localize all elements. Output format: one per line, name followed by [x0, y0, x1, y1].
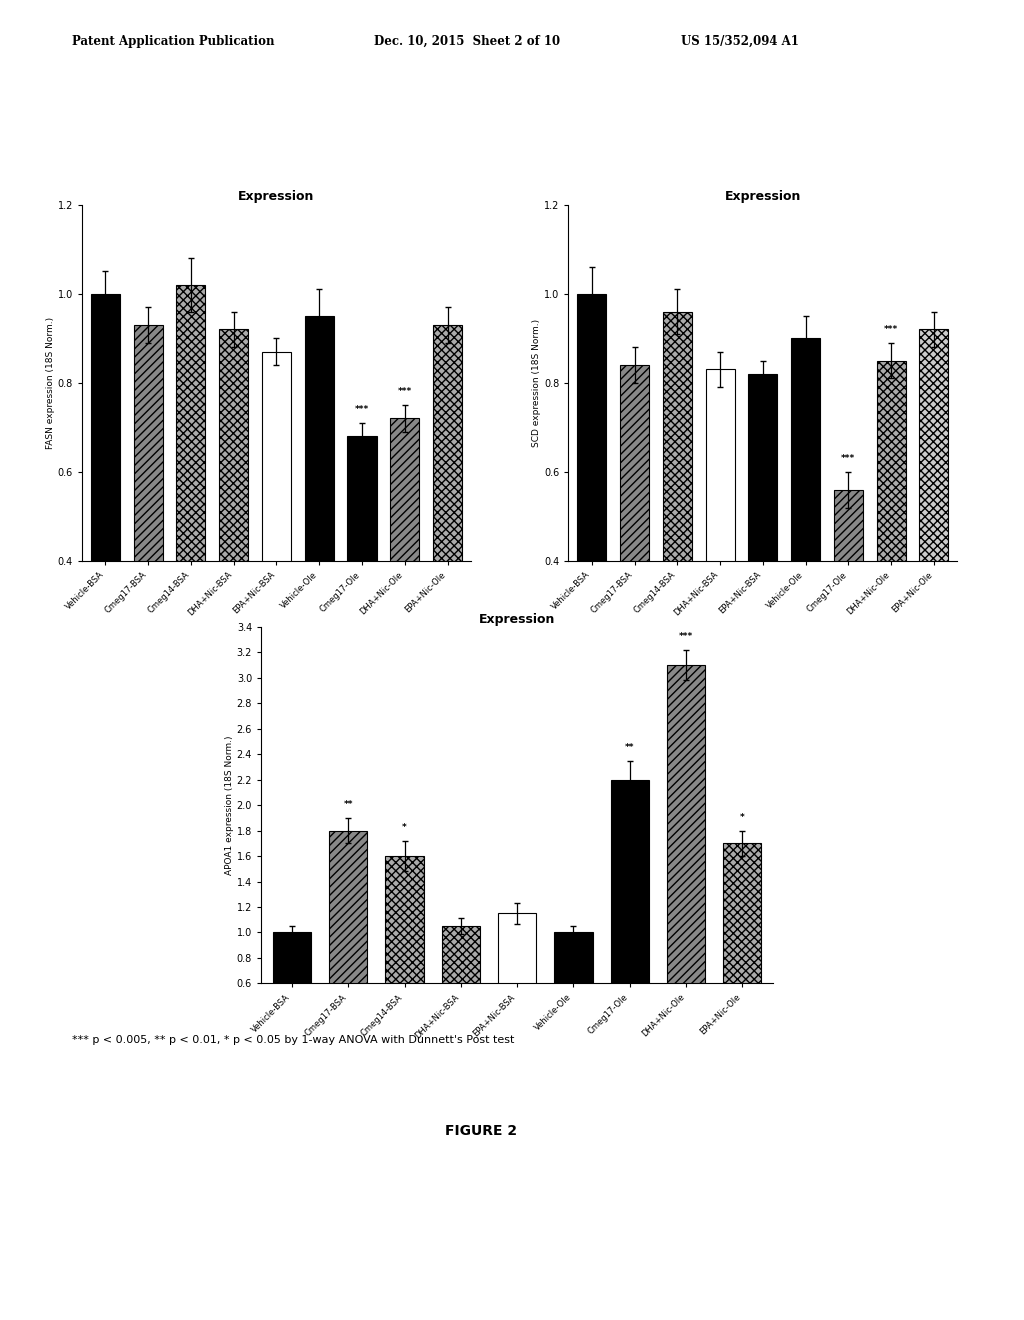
Text: ***: ***: [679, 632, 693, 642]
Bar: [433, 325, 462, 739]
Text: Dec. 10, 2015  Sheet 2 of 10: Dec. 10, 2015 Sheet 2 of 10: [374, 34, 560, 48]
Bar: [834, 490, 863, 739]
Bar: [554, 932, 593, 1060]
Text: **: **: [625, 743, 635, 752]
Bar: [877, 360, 905, 739]
Text: *** p < 0.005, ** p < 0.01, * p < 0.05 by 1-way ANOVA with Dunnett's Post test: *** p < 0.005, ** p < 0.01, * p < 0.05 b…: [72, 1035, 514, 1045]
Text: US 15/352,094 A1: US 15/352,094 A1: [681, 34, 799, 48]
Bar: [792, 338, 820, 739]
Bar: [134, 325, 163, 739]
Bar: [920, 330, 948, 739]
Bar: [176, 285, 206, 739]
Text: *: *: [739, 813, 744, 822]
Text: ***: ***: [397, 387, 412, 396]
Bar: [262, 351, 291, 739]
Text: ***: ***: [884, 325, 898, 334]
Title: Expression: Expression: [239, 190, 314, 203]
Bar: [441, 927, 480, 1060]
Text: *: *: [402, 822, 407, 832]
Bar: [706, 370, 734, 739]
Bar: [329, 830, 368, 1060]
Y-axis label: SCD expression (18S Norm.): SCD expression (18S Norm.): [532, 318, 541, 447]
Bar: [498, 913, 537, 1060]
Text: FIGURE 2: FIGURE 2: [445, 1125, 517, 1138]
Y-axis label: APOA1 expression (18S Norm.): APOA1 expression (18S Norm.): [225, 735, 233, 875]
Text: ***: ***: [842, 454, 855, 463]
Bar: [578, 294, 606, 739]
Bar: [390, 418, 419, 739]
Title: Expression: Expression: [725, 190, 801, 203]
Bar: [667, 665, 706, 1060]
Text: ***: ***: [355, 405, 369, 414]
Bar: [91, 294, 120, 739]
Bar: [723, 843, 761, 1060]
Bar: [385, 857, 424, 1060]
Bar: [305, 315, 334, 739]
Text: **: **: [344, 800, 353, 809]
Y-axis label: FASN expression (18S Norm.): FASN expression (18S Norm.): [46, 317, 54, 449]
Bar: [663, 312, 692, 739]
Bar: [273, 932, 311, 1060]
Bar: [610, 780, 649, 1060]
Bar: [219, 330, 248, 739]
Bar: [621, 364, 649, 739]
Bar: [347, 436, 377, 739]
Bar: [749, 374, 777, 739]
Title: Expression: Expression: [479, 612, 555, 626]
Text: Patent Application Publication: Patent Application Publication: [72, 34, 274, 48]
